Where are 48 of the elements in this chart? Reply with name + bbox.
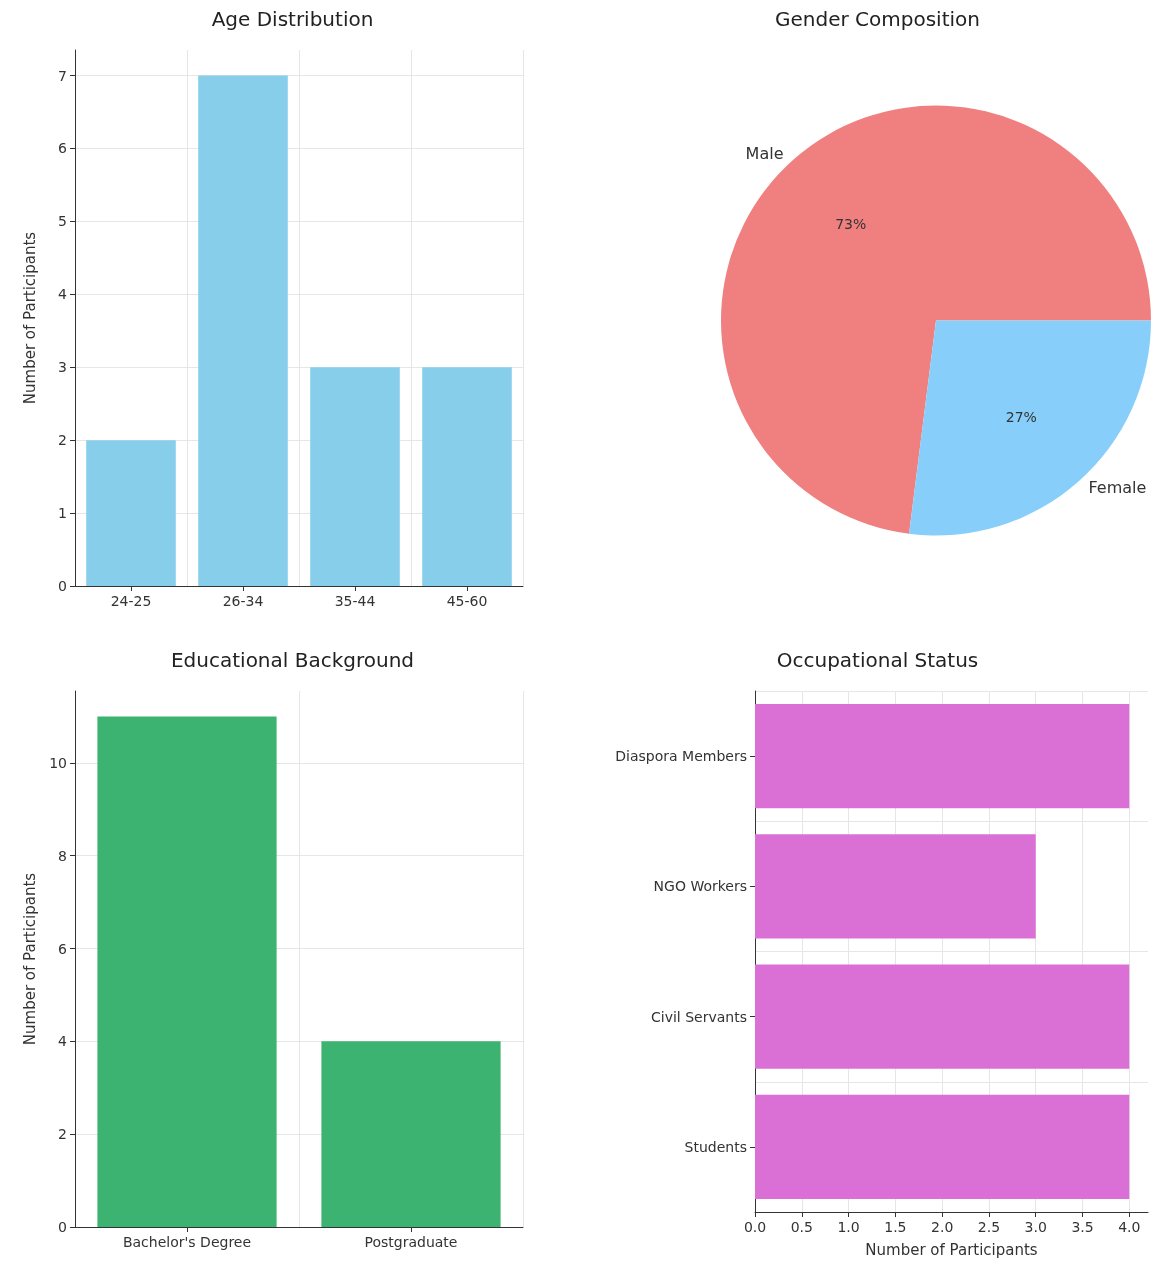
x-tick-label: 3.5	[1071, 1219, 1094, 1235]
y-tick-label: 6	[58, 140, 68, 157]
slice-label: Female	[1088, 478, 1147, 498]
x-tick-label: 2.5	[977, 1219, 1001, 1235]
x-tick-label: 4.0	[1118, 1219, 1141, 1235]
x-tick-label: Bachelor's Degree	[122, 1234, 252, 1250]
y-axis-title: Number of Participants	[20, 231, 39, 405]
x-tick-label: 26-34	[222, 593, 264, 609]
y-tick-label: 2	[58, 432, 67, 449]
x-tick-label: 35-44	[334, 593, 376, 609]
x-tick-label: 3.0	[1024, 1219, 1047, 1235]
data-label: 73%	[835, 215, 867, 232]
bar	[86, 440, 176, 586]
x-tick-label: 0.0	[743, 1219, 767, 1235]
x-tick-label: 0.5	[790, 1219, 813, 1235]
chart-title: Age Distribution	[211, 7, 374, 31]
x-tick-label: 1.5	[884, 1219, 907, 1235]
slice-label: Male	[745, 143, 784, 163]
y-tick-label: 4	[58, 1033, 68, 1050]
y-tick-label: Diaspora Members	[615, 748, 747, 765]
y-axis-title: Number of Participants	[20, 872, 39, 1046]
y-tick-label: 1	[58, 505, 67, 522]
x-tick-label: 1.0	[837, 1219, 860, 1235]
x-tick-label: 2.0	[931, 1219, 954, 1235]
chart-title: Gender Composition	[775, 7, 980, 31]
chart-title: Occupational Status	[776, 648, 979, 672]
y-tick-label: 2	[58, 1126, 67, 1143]
y-tick-label: 5	[58, 213, 67, 230]
x-tick-label: 45-60	[446, 593, 488, 609]
y-tick-label: 0	[58, 1219, 67, 1235]
bar	[198, 75, 288, 586]
y-tick-label: 10	[49, 754, 67, 771]
bar	[310, 367, 400, 586]
y-tick-label: 3	[58, 359, 67, 376]
y-tick-label: NGO Workers	[653, 878, 747, 895]
y-tick-label: 7	[58, 67, 67, 84]
y-tick-label: Civil Servants	[651, 1008, 747, 1025]
y-tick-label: 6	[58, 940, 68, 957]
y-tick-label: Students	[684, 1138, 747, 1155]
y-tick-label: 0	[58, 578, 67, 594]
bar	[422, 367, 512, 586]
x-axis-title: Number of Participants	[865, 1240, 1038, 1259]
data-label: 27%	[1005, 409, 1037, 426]
x-tick-label: 24-25	[110, 593, 152, 609]
y-tick-label: 4	[58, 286, 68, 303]
y-tick-label: 8	[58, 847, 67, 864]
chart-title: Educational Background	[170, 648, 415, 672]
x-tick-label: Postgraduate	[364, 1234, 458, 1250]
